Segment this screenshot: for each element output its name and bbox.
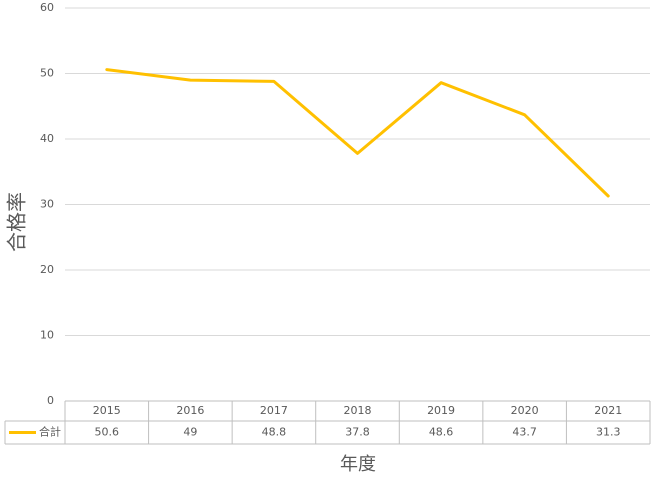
table-value: 48.6 xyxy=(429,426,454,439)
x-tick-label: 2018 xyxy=(344,404,372,417)
x-tick-label: 2020 xyxy=(511,404,539,417)
y-tick-label: 30 xyxy=(40,198,54,211)
y-tick-label: 0 xyxy=(47,394,54,407)
x-tick-label: 2017 xyxy=(260,404,288,417)
x-tick-label: 2016 xyxy=(176,404,204,417)
table-value: 43.7 xyxy=(512,426,537,439)
x-axis-title: 年度 xyxy=(340,454,376,475)
y-tick-label: 60 xyxy=(40,1,54,14)
legend-label: 合計 xyxy=(39,425,61,439)
y-tick-label: 10 xyxy=(40,329,54,342)
x-tick-label: 2021 xyxy=(594,404,622,417)
table-value: 31.3 xyxy=(596,426,621,439)
y-tick-label: 20 xyxy=(40,263,54,276)
y-tick-label: 40 xyxy=(40,132,54,145)
x-tick-label: 2019 xyxy=(427,404,455,417)
y-axis-title: 合格率 xyxy=(5,192,29,252)
series-line xyxy=(105,68,610,198)
table-value: 50.6 xyxy=(95,426,120,439)
x-tick-label: 2015 xyxy=(93,404,121,417)
table-value: 48.8 xyxy=(262,426,287,439)
y-tick-label: 50 xyxy=(40,67,54,80)
table-value: 37.8 xyxy=(345,426,370,439)
table-value: 49 xyxy=(183,426,197,439)
